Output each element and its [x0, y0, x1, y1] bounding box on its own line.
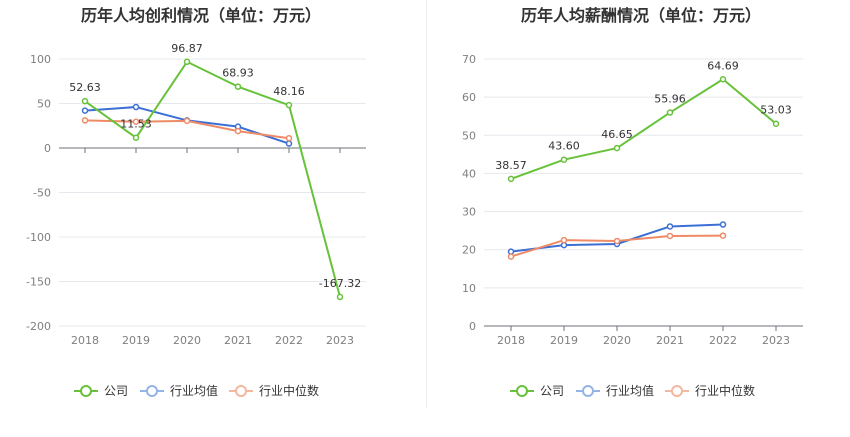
company-data-label: 55.96 — [654, 93, 686, 106]
x-tick-label: 2020 — [173, 334, 201, 347]
industry-median-data-point — [719, 232, 727, 239]
industry-avg-data-point — [285, 140, 293, 147]
company-data-label: 68.93 — [222, 67, 254, 80]
x-tick-label: 2022 — [275, 334, 303, 347]
profit-chart-title: 历年人均创利情况（单位：万元） — [81, 6, 321, 25]
company-data-point — [719, 76, 727, 83]
company-data-label: -167.32 — [319, 277, 361, 290]
panel-divider — [426, 0, 427, 408]
industry-median-data-point — [132, 118, 140, 125]
y-tick-label: -100 — [26, 231, 51, 244]
y-tick-label: -200 — [26, 320, 51, 333]
company-data-label: 52.63 — [69, 81, 101, 94]
y-tick-label: 50 — [37, 98, 51, 111]
company-data-label: 48.16 — [273, 85, 305, 98]
industry-avg-data-point — [132, 103, 140, 111]
industry-median-data-point — [560, 236, 568, 244]
y-tick-label: 100 — [30, 53, 51, 66]
industry-median-data-point — [285, 134, 293, 142]
industry-avg-data-point — [719, 221, 727, 228]
industry-median-data-point — [81, 117, 89, 124]
y-tick-label: -50 — [33, 187, 51, 200]
company-data-label: 11.53 — [120, 118, 152, 131]
company-data-label: 38.57 — [495, 159, 527, 172]
company-data-label: 46.65 — [601, 128, 633, 141]
company-series-line — [510, 78, 777, 180]
industry-avg-legend-marker — [146, 385, 158, 397]
industry-median-data-point — [183, 117, 191, 125]
company-legend-label: 公司 — [104, 384, 128, 398]
company-data-point — [234, 83, 242, 90]
profit-chart-svg: 历年人均创利情况（单位：万元） 100 50 0 -50 -100 -150 -200 2018… — [26, 6, 366, 398]
x-tick-label: 2023 — [762, 334, 790, 347]
x-tick-label: 2019 — [550, 334, 578, 347]
company-legend-marker — [516, 385, 528, 397]
x-tick-label: 2021 — [224, 334, 252, 347]
company-data-point — [132, 134, 140, 141]
y-tick-label: 60 — [462, 91, 476, 104]
y-tick-label: 50 — [462, 129, 476, 142]
x-tick-label: 2022 — [709, 334, 737, 347]
y-tick-label: 20 — [462, 244, 476, 257]
company-data-point — [772, 120, 780, 127]
x-tick-label: 2021 — [656, 334, 684, 347]
company-data-point — [507, 175, 515, 183]
y-tick-label: 30 — [462, 206, 476, 219]
industry-median-legend-label: 行业中位数 — [695, 383, 755, 398]
salary-chart-title: 历年人均薪酬情况（单位：万元） — [521, 6, 761, 25]
industry-avg-data-point — [666, 223, 674, 230]
industry-median-data-point — [507, 253, 515, 260]
industry-avg-legend-marker — [582, 385, 594, 397]
company-legend-marker — [80, 385, 92, 397]
industry-median-legend-marker — [235, 385, 247, 397]
industry-avg-series-line — [84, 106, 290, 145]
company-data-label: 43.60 — [548, 140, 580, 153]
company-data-label: 53.03 — [760, 104, 792, 117]
y-tick-label: 10 — [462, 282, 476, 295]
y-tick-label: 0 — [469, 320, 476, 333]
x-tick-label: 2018 — [497, 334, 525, 347]
company-data-point — [560, 156, 568, 163]
company-data-label: 64.69 — [707, 59, 739, 72]
company-data-point — [81, 97, 89, 105]
y-tick-label: 0 — [44, 142, 51, 155]
company-data-point — [666, 109, 674, 116]
company-data-point — [285, 101, 293, 109]
industry-median-legend-label: 行业中位数 — [259, 383, 319, 398]
company-legend-label: 公司 — [540, 384, 564, 398]
salary-chart-svg: 历年人均薪酬情况（单位：万元） 70 60 50 40 30 20 10 0 2018 2019 20… — [462, 6, 803, 398]
industry-median-legend-marker — [671, 385, 683, 397]
company-data-point — [183, 58, 191, 66]
industry-median-data-point — [613, 237, 621, 245]
industry-median-data-point — [666, 232, 674, 240]
company-data-point — [336, 293, 344, 301]
industry-avg-legend-label: 行业均值 — [606, 383, 654, 398]
industry-avg-legend-label: 行业均值 — [170, 383, 218, 398]
x-tick-label: 2019 — [122, 334, 150, 347]
company-data-point — [613, 144, 621, 152]
industry-median-data-point — [234, 127, 242, 135]
x-tick-label: 2020 — [603, 334, 631, 347]
y-tick-label: -150 — [26, 276, 51, 289]
industry-avg-data-point — [81, 107, 89, 114]
profit-per-capita-chart: 历年人均创利情况（单位：万元） 100 50 0 -50 -100 -150 -200 2018… — [26, 6, 366, 398]
company-data-label: 96.87 — [171, 42, 203, 55]
x-tick-label: 2023 — [326, 334, 354, 347]
x-tick-label: 2018 — [71, 334, 99, 347]
salary-per-capita-chart: 历年人均薪酬情况（单位：万元） 70 60 50 40 30 20 10 0 2018 2019 20… — [425, 0, 850, 437]
y-tick-label: 40 — [462, 167, 476, 180]
y-tick-label: 70 — [462, 53, 476, 66]
company-series-line — [84, 60, 341, 298]
